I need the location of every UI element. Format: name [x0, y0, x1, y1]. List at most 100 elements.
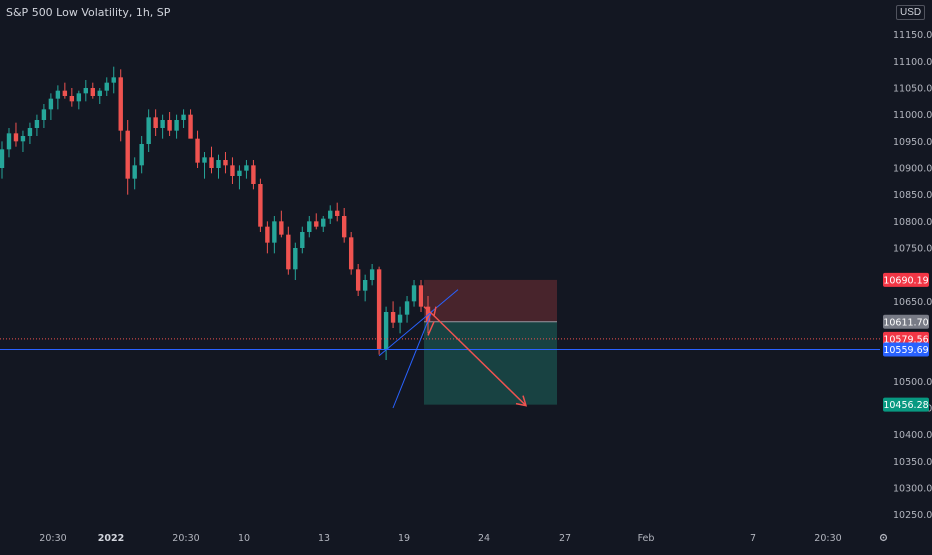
candle-body	[139, 144, 144, 166]
candle-body	[34, 120, 40, 128]
candle-body	[418, 285, 424, 307]
candle-up	[27, 122, 33, 144]
candle-body	[104, 82, 109, 91]
candle-up	[307, 216, 312, 238]
y-tick-label: 10500.00	[893, 377, 932, 388]
x-tick-label: 10	[238, 533, 250, 544]
drawings	[0, 289, 880, 409]
y-tick-label: 10950.00	[893, 137, 932, 148]
candle-down	[314, 213, 319, 230]
stop-loss-zone	[424, 279, 557, 322]
candle-body	[321, 218, 326, 227]
projection-path	[427, 321, 435, 336]
candle-body	[272, 221, 277, 243]
y-tick-label: 10750.00	[893, 244, 932, 255]
candle-body	[314, 221, 319, 227]
position-zones	[424, 279, 557, 405]
price-tag: 10579.56	[883, 331, 929, 346]
candle-down	[265, 221, 270, 254]
candle-body	[286, 234, 291, 270]
x-tick-label: 7	[750, 533, 756, 544]
candle-body	[20, 136, 26, 142]
candle-body	[223, 160, 228, 166]
x-tick-label: 13	[318, 533, 330, 544]
candle-down	[13, 122, 19, 147]
price-tag-label: 10690.19	[883, 275, 928, 286]
candle-body	[369, 269, 375, 280]
candle-body	[167, 120, 172, 131]
price-tag: 10456.28	[883, 397, 929, 412]
candle-down	[118, 69, 123, 142]
candle-up	[244, 160, 249, 179]
candle-up	[41, 104, 47, 128]
candle-body	[48, 98, 54, 110]
candle-down	[90, 82, 95, 99]
candle-body	[209, 157, 214, 168]
candle-down	[125, 120, 130, 195]
arrow-head	[515, 395, 528, 407]
candle-body	[307, 221, 312, 232]
candle-body	[279, 221, 284, 235]
candle-body	[348, 237, 354, 270]
price-tag-bg	[883, 397, 929, 412]
candle-up	[139, 136, 144, 174]
price-tag-label: 10611.70	[883, 317, 928, 328]
x-tick-label: 19	[398, 533, 410, 544]
y-tick-label: 10850.00	[893, 190, 932, 201]
trend-line	[378, 289, 459, 357]
candle-body	[362, 280, 368, 291]
candle-body	[293, 248, 298, 270]
candle-down	[335, 202, 340, 222]
y-tick-label: 10300.00	[893, 484, 932, 495]
candle-body	[202, 157, 207, 163]
currency-badge[interactable]: USD	[896, 5, 926, 20]
price-tag-label: 10579.56	[883, 334, 928, 345]
candle-body	[62, 90, 68, 96]
candle-down	[355, 264, 361, 296]
candle-down	[153, 109, 158, 136]
candle-up	[383, 306, 389, 360]
candle-body	[265, 226, 270, 243]
x-tick-label: 2022	[98, 533, 124, 544]
candle-down	[167, 112, 172, 136]
candle-body	[355, 269, 361, 291]
x-tick-label: 27	[559, 533, 571, 544]
candle-up	[20, 130, 26, 152]
candle-body	[76, 93, 82, 102]
candle-body	[195, 138, 200, 163]
candle-up	[300, 226, 305, 254]
candle-down	[279, 210, 284, 238]
candle-up	[321, 216, 326, 232]
x-tick-label: 24	[478, 533, 490, 544]
candle-up	[97, 88, 102, 104]
candle-body	[383, 312, 389, 350]
candle-body	[188, 114, 193, 139]
symbol-title: S&P 500 Low Volatility, 1h, SP	[6, 6, 171, 19]
candle-body	[404, 301, 410, 315]
candle-down	[251, 160, 256, 190]
price-tag: 10559.69	[883, 342, 929, 357]
candle-down	[418, 280, 424, 312]
candle-up	[132, 157, 137, 190]
candle-body	[83, 88, 89, 94]
candle-up	[174, 114, 179, 139]
candle-up	[34, 114, 40, 136]
candle-up	[48, 93, 54, 120]
candle-up	[160, 114, 165, 139]
gear-icon[interactable]	[878, 532, 889, 543]
candle-body	[90, 88, 95, 96]
time-axis: 20:30 2022 20:30 10 13 19 24 27 Feb 7 20:30	[39, 533, 841, 544]
candle-up	[76, 90, 82, 110]
candle-up	[369, 264, 375, 286]
candle-up	[328, 205, 333, 224]
candle-up	[362, 274, 368, 302]
candle-body	[6, 133, 12, 150]
take-profit-zone	[424, 321, 557, 405]
price-tag: 10611.70	[883, 314, 929, 329]
y-tick-label: 10400.00	[893, 430, 932, 441]
candle-body	[341, 216, 347, 238]
candle-up	[83, 80, 89, 102]
candle-body	[125, 130, 130, 179]
